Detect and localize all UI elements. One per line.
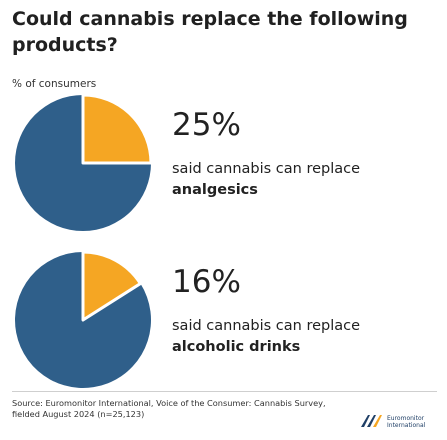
chart-title: Could cannabis replace the following pro…	[12, 8, 408, 56]
euromonitor-logo: Euromonitor International	[360, 413, 440, 431]
stat-block-analgesics: 25% said cannabis can replace analgesics	[172, 105, 442, 201]
logo-mark-icon	[361, 415, 382, 427]
percent-label: 25%	[172, 107, 241, 143]
logo-text-line-2: International	[387, 422, 426, 429]
category-label: analgesics	[172, 182, 258, 198]
stat-text: said cannabis can replace	[172, 318, 361, 334]
logo-text: Euromonitor International	[387, 415, 425, 429]
source-note: Source: Euromonitor International, Voice…	[12, 398, 326, 419]
stat-description: said cannabis can replace alcoholic drin…	[172, 316, 442, 358]
logo-text-line-1: Euromonitor	[387, 415, 425, 422]
divider	[12, 391, 437, 392]
pie-chart-alcoholic-drinks	[14, 250, 151, 388]
stat-text: said cannabis can replace	[172, 161, 361, 177]
stat-block-alcoholic-drinks: 16% said cannabis can replace alcoholic …	[172, 262, 442, 358]
chart-subtitle: % of consumers	[12, 78, 97, 90]
pie-chart-analgesics	[15, 93, 153, 231]
stat-description: said cannabis can replace analgesics	[172, 159, 442, 201]
percent-label: 16%	[172, 264, 241, 300]
category-label: alcoholic drinks	[172, 339, 301, 355]
pie-slice-alcoholic-drinks	[81, 250, 142, 322]
pie-slice-analgesics	[81, 93, 153, 165]
